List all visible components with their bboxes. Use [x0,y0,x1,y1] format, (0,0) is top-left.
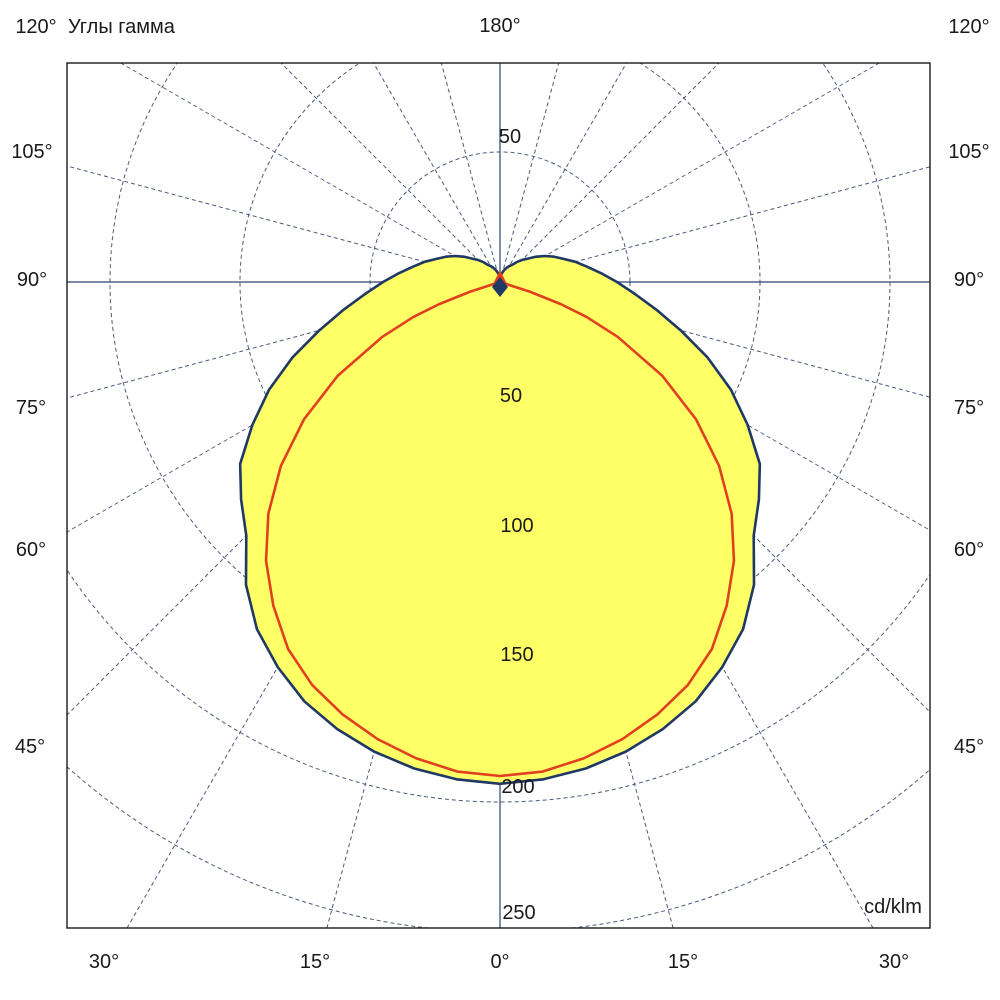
angle-label-bottom-0: 0° [490,951,510,973]
angle-label-right-90: 90° [953,269,985,291]
unit-label: cd/klm [864,896,922,918]
ring-label-50: 50 [499,385,523,407]
angle-label-right-60: 60° [953,539,985,561]
ring-label-150: 150 [500,644,534,666]
angle-label-right-75: 75° [953,397,985,419]
grid-ray [499,63,881,283]
grid-ray [499,63,560,283]
intensity-curve-red [264,280,736,778]
grid-ray [499,166,930,283]
angle-label-right-45: 45° [953,736,985,758]
grid-ray [499,63,720,283]
grid-ray [372,63,501,283]
angle-label-bottom-30r: 30° [878,951,910,973]
grid-ray [440,63,501,283]
angle-label-left-105: 105° [11,141,53,163]
angle-label-left-90: 90° [16,269,48,291]
pole-marker-blue [492,277,508,297]
ring-label-50-upper: 50 [498,126,522,148]
grid-ray [499,63,628,283]
intensity-curve-blue [238,254,762,786]
angle-label-top-center: 180° [479,15,521,37]
ring-label-200: 200 [501,776,535,798]
angle-label-bottom-15l: 15° [299,951,331,973]
angle-label-left-60: 60° [15,539,47,561]
grid-ray [67,165,501,283]
angle-label-top-right: 120° [948,16,990,38]
angle-label-bottom-15r: 15° [667,951,699,973]
angle-label-right-105: 105° [948,141,990,163]
plot-border [66,62,931,929]
angle-label-left-45: 45° [14,736,46,758]
ring-label-100: 100 [500,515,534,537]
ring-label-250: 250 [502,902,536,924]
grid-ray [119,63,501,283]
grid-ray [280,63,501,283]
angle-label-top-left: 120° [15,16,57,38]
angle-label-left-75: 75° [15,397,47,419]
chart-title: Углы гамма [68,16,175,38]
angle-label-bottom-30l: 30° [88,951,120,973]
